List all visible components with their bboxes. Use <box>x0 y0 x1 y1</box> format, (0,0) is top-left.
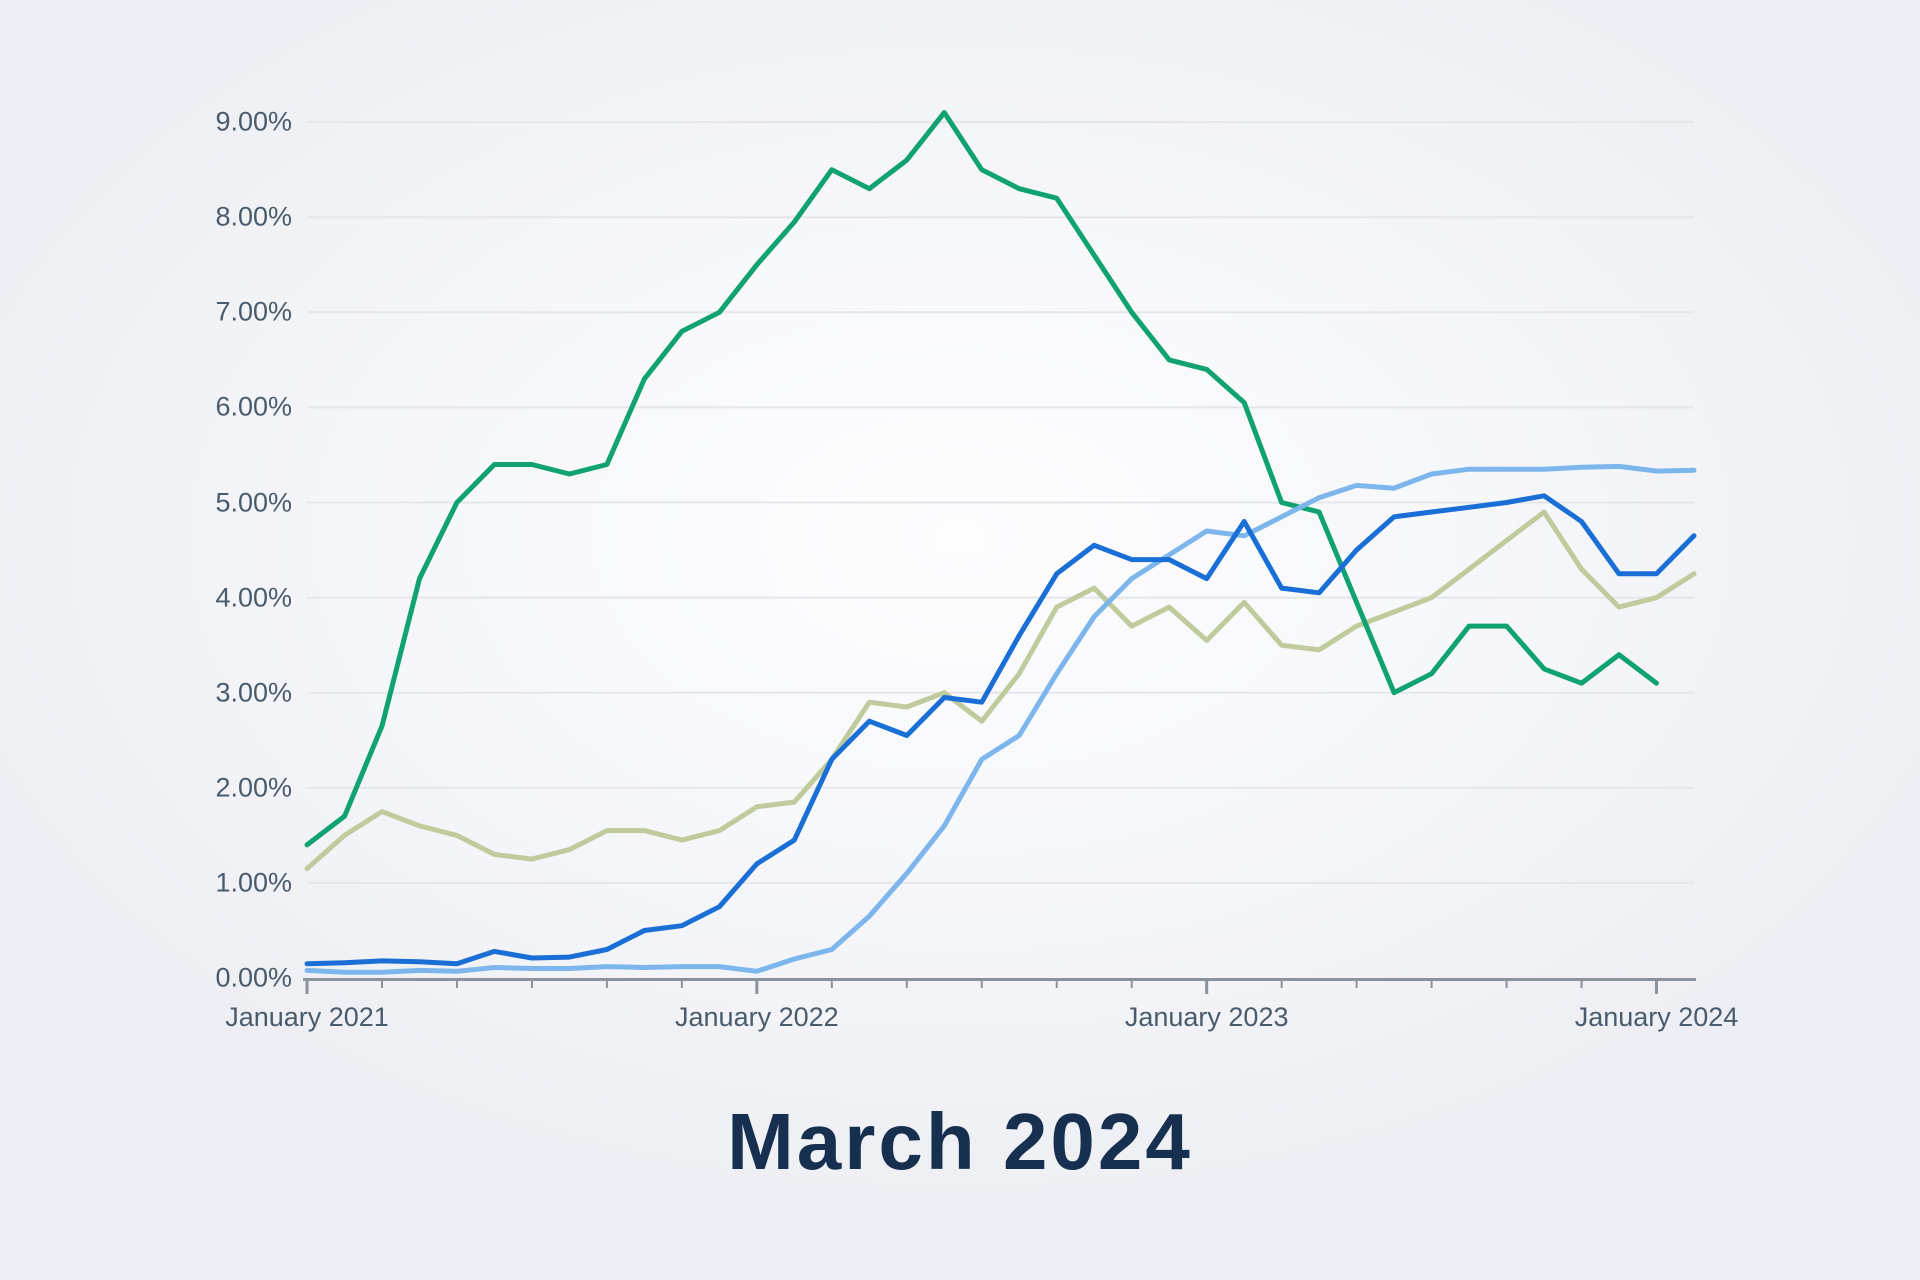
series-line-green <box>304 110 1659 848</box>
x-axis-tick-label: January 2024 <box>1574 1002 1739 1032</box>
y-axis-tick-label: 6.00% <box>215 391 292 422</box>
y-axis-tick-label: 3.00% <box>215 677 292 708</box>
y-axis-tick-label: 5.00% <box>215 487 292 517</box>
series-line-light-blue <box>304 463 1697 975</box>
y-axis-tick-label: 9.00% <box>215 106 292 137</box>
series-line-blue <box>304 493 1697 967</box>
y-axis-tick-label: 7.00% <box>215 296 292 327</box>
y-axis-tick-label: 4.00% <box>215 582 292 613</box>
chart-title: March 2024 <box>727 1097 1193 1186</box>
y-axis-tick-label: 1.00% <box>215 867 292 898</box>
x-axis-tick-label: January 2021 <box>225 1002 389 1032</box>
x-axis-tick-label: January 2022 <box>675 1002 839 1032</box>
y-axis-tick-label: 8.00% <box>215 201 292 232</box>
y-axis-tick-label: 0.00% <box>215 962 292 993</box>
series-line-sage <box>304 509 1697 872</box>
y-axis-tick-label: 2.00% <box>215 772 292 803</box>
x-axis-tick-label: January 2023 <box>1124 1002 1289 1032</box>
